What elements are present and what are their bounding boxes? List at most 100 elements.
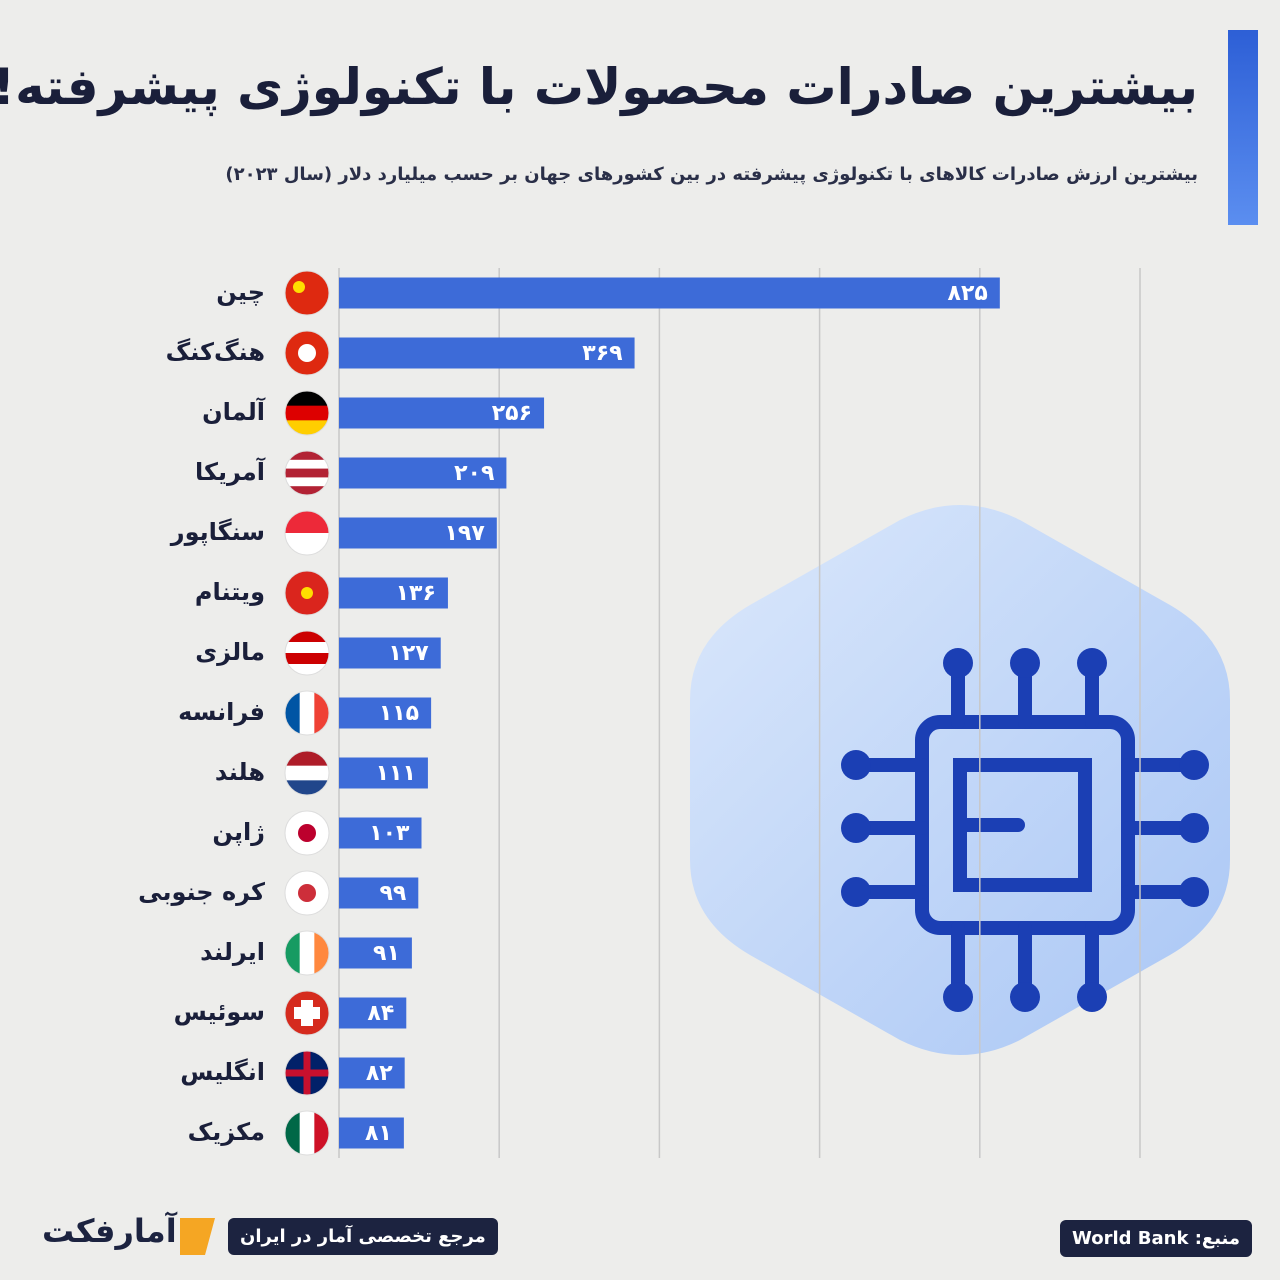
category-label: ژاپن	[212, 818, 265, 846]
bar	[339, 517, 497, 549]
flag-stripe	[285, 1111, 301, 1155]
flag-stripe	[285, 468, 329, 478]
flag-ring	[284, 450, 330, 496]
bar	[339, 697, 432, 729]
category-label: مکزیک	[188, 1118, 265, 1146]
flag-stripe	[285, 780, 329, 795]
flag-stripe	[299, 931, 315, 975]
bar	[339, 1117, 404, 1149]
plot: چین ۸۲۵ هنگ‌کنگ ۳۶۹ آلمان ۲۵۶ آمریکا ۲۰۹ سنگاپور…	[138, 268, 1141, 1158]
flag-ring	[284, 630, 330, 676]
flag-stripe	[314, 691, 329, 735]
flag-ring	[284, 750, 330, 796]
bar	[339, 397, 545, 429]
tagline: مرجع تخصصی آمار در ایران	[228, 1218, 498, 1255]
flag-stripe	[285, 271, 329, 315]
category-label: چین	[216, 278, 265, 306]
value-label: ۱۱۵	[379, 701, 419, 726]
value-label: ۱۳۶	[396, 581, 436, 606]
flag-ring	[284, 690, 330, 736]
flag-stripe	[299, 1111, 315, 1155]
category-label: ایرلند	[200, 938, 265, 966]
value-label: ۱۱۱	[376, 761, 416, 786]
flag	[284, 510, 330, 556]
bar	[339, 937, 412, 969]
value-label: ۱۲۷	[388, 641, 429, 666]
flag-stripe	[314, 1111, 329, 1155]
flag-stripe	[285, 459, 329, 470]
flag	[284, 690, 330, 736]
flag-ring	[284, 270, 330, 316]
bar	[339, 577, 448, 609]
flag-ring	[284, 1110, 330, 1156]
flag-stripe	[285, 751, 329, 767]
flag	[284, 390, 330, 436]
flag-disc	[298, 824, 316, 842]
value-label: ۸۲۵	[948, 281, 988, 306]
flag-flower	[298, 344, 316, 362]
category-label: سنگاپور	[170, 518, 265, 546]
category-label: مالزی	[195, 638, 265, 666]
category-label: آمریکا	[195, 457, 266, 486]
flag	[284, 330, 330, 376]
bar	[339, 457, 507, 489]
flag	[284, 990, 330, 1036]
chart-subtitle: بیشترین ارزش صادرات کالاهای با تکنولوژی …	[225, 164, 1198, 185]
flag-ring	[284, 870, 330, 916]
value-label: ۸۴	[367, 1001, 394, 1026]
flag-ring	[284, 810, 330, 856]
value-label: ۱۰۳	[369, 821, 410, 846]
bar	[339, 817, 422, 849]
flag-star	[301, 587, 313, 599]
flag-ring	[284, 1050, 330, 1096]
flag-stripe	[285, 391, 329, 407]
accent-bar	[1228, 30, 1258, 225]
value-label: ۸۲	[366, 1061, 393, 1086]
bar	[339, 337, 635, 369]
flag-stripe	[285, 511, 329, 534]
flag	[284, 450, 330, 496]
flag-stripe	[285, 486, 329, 495]
flag-stripe	[285, 664, 329, 675]
flag-stripe	[285, 931, 301, 975]
value-label: ۳۶۹	[582, 341, 622, 366]
bar	[339, 1057, 405, 1089]
bar	[339, 757, 428, 789]
value-label: ۲۰۹	[454, 461, 494, 486]
category-label: سوئیس	[174, 998, 265, 1026]
flag-stripe	[285, 451, 329, 461]
flag-disc	[298, 884, 316, 902]
flag-ring	[284, 510, 330, 556]
flag-cross	[285, 1051, 329, 1095]
flag-star	[293, 281, 305, 293]
flag-stripe	[299, 691, 315, 735]
flag-stripe	[314, 931, 329, 975]
bar	[339, 877, 419, 909]
flag-stripe	[285, 405, 329, 421]
source: منبع: World Bank	[1060, 1220, 1253, 1257]
flag-stripe	[285, 691, 301, 735]
category-label: کره جنوبی	[138, 878, 265, 906]
value-label: ۲۵۶	[492, 401, 532, 426]
category-label: انگلیس	[180, 1058, 265, 1086]
brand: آمارفکت	[42, 1212, 177, 1250]
flag-ring	[284, 570, 330, 616]
flag-ring	[284, 930, 330, 976]
value-label: ۱۹۷	[445, 521, 486, 546]
flag	[284, 810, 330, 856]
flag-stripe	[285, 631, 329, 643]
decor	[180, 505, 1230, 1255]
category-label: آلمان	[202, 397, 266, 426]
flag-stripe	[285, 420, 329, 435]
flag	[284, 570, 330, 616]
chart-title: بیشترین صادرات محصولات با تکنولوژی پیشرف…	[0, 58, 1198, 116]
flag-stripe	[285, 477, 329, 487]
value-label: ۹۱	[373, 941, 400, 966]
flag	[284, 750, 330, 796]
flag-cross	[294, 1000, 320, 1026]
flag	[284, 630, 330, 676]
bar	[339, 997, 407, 1029]
category-label: هنگ‌کنگ	[166, 338, 265, 366]
